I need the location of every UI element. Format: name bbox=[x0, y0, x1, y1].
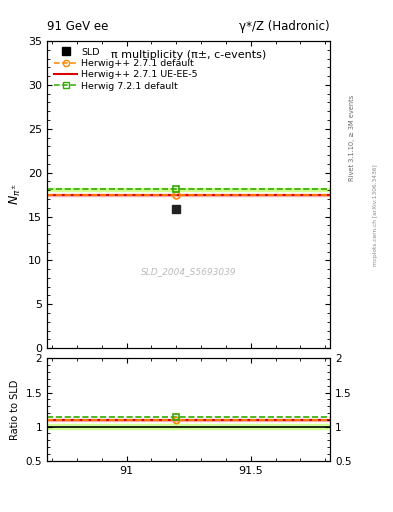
Text: 91 GeV ee: 91 GeV ee bbox=[47, 19, 108, 33]
Y-axis label: $N_{\pi^{\pm}}$: $N_{\pi^{\pm}}$ bbox=[7, 184, 23, 205]
Text: mcplots.cern.ch [arXiv:1306.3436]: mcplots.cern.ch [arXiv:1306.3436] bbox=[373, 164, 378, 266]
Text: SLD_2004_S5693039: SLD_2004_S5693039 bbox=[141, 267, 237, 276]
Text: π multiplicity (π±, c-events): π multiplicity (π±, c-events) bbox=[111, 50, 266, 60]
Legend: SLD, Herwig++ 2.7.1 default, Herwig++ 2.7.1 UE-EE-5, Herwig 7.2.1 default: SLD, Herwig++ 2.7.1 default, Herwig++ 2.… bbox=[52, 46, 200, 93]
Bar bbox=[47, 194, 330, 196]
Y-axis label: Ratio to SLD: Ratio to SLD bbox=[10, 379, 20, 440]
Bar bbox=[47, 419, 330, 421]
Text: γ*/Z (Hadronic): γ*/Z (Hadronic) bbox=[239, 19, 330, 33]
Bar bbox=[47, 424, 330, 430]
Bar bbox=[47, 188, 330, 191]
Text: Rivet 3.1.10, ≥ 3M events: Rivet 3.1.10, ≥ 3M events bbox=[349, 95, 355, 181]
